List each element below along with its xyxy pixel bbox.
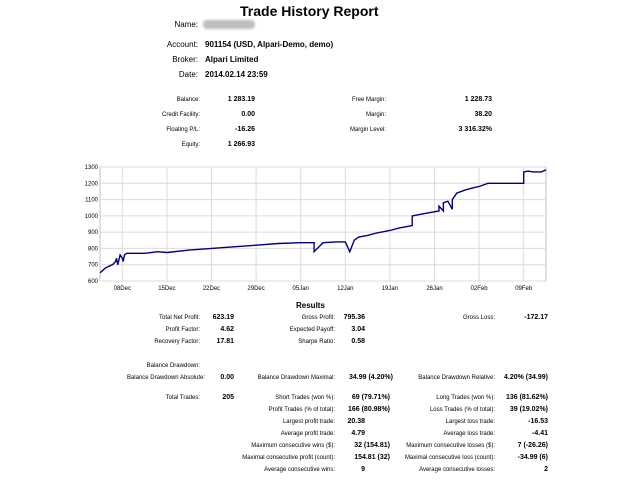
bd-absolute-value: 0.00 bbox=[220, 374, 234, 381]
name-label: Name: bbox=[174, 20, 198, 29]
total-trades-value: 205 bbox=[222, 394, 234, 401]
bd-maximal-label: Balance Drawdown Maximal: bbox=[257, 375, 335, 381]
equity-value: 1 266.93 bbox=[227, 141, 255, 148]
balance-value: 1 283.19 bbox=[227, 96, 255, 103]
plot-area bbox=[99, 166, 547, 282]
avg-consec-wins-label: Average consecutive wins: bbox=[264, 467, 335, 473]
y-tick-label: 1200 bbox=[85, 181, 99, 187]
sharpe-ratio-value: 0.58 bbox=[351, 338, 365, 345]
sharpe-ratio-label: Sharpe Ratio: bbox=[298, 339, 335, 345]
average-profit-value: 4.79 bbox=[351, 430, 365, 437]
x-tick-label: 19Jan bbox=[382, 286, 398, 292]
max-consec-wins-label: Maximum consecutive wins ($): bbox=[251, 443, 335, 449]
x-tick-label: 05Jan bbox=[293, 286, 309, 292]
profit-trades-label: Profit Trades (% of total): bbox=[268, 407, 335, 413]
gross-loss-value: -172.17 bbox=[524, 314, 548, 321]
y-tick-label: 900 bbox=[88, 230, 99, 236]
free-margin-value: 1 228.73 bbox=[464, 96, 492, 103]
loss-trades-value: 39 (19.02%) bbox=[509, 406, 548, 413]
profit-factor-value: 4.62 bbox=[220, 326, 234, 333]
balance-label: Balance: bbox=[176, 97, 200, 103]
max-consec-losses-value: 7 (-26.26) bbox=[517, 442, 548, 449]
broker-value: Alpari Limited bbox=[205, 55, 259, 64]
results-title: Results bbox=[296, 301, 325, 310]
bd-absolute-label: Balance Drawdown Absolute: bbox=[126, 375, 205, 381]
total-net-profit-label: Total Net Profit: bbox=[158, 315, 200, 321]
y-tick-label: 1000 bbox=[85, 214, 99, 220]
short-trades-value: 69 (79.71%) bbox=[351, 394, 390, 401]
bd-relative-label: Balance Drawdown Relative: bbox=[418, 375, 495, 381]
avg-consec-wins-value: 9 bbox=[361, 466, 365, 473]
balance-drawdown-label: Balance Drawdown: bbox=[146, 363, 200, 369]
total-trades-label: Total Trades: bbox=[165, 395, 200, 401]
y-tick-label: 600 bbox=[88, 279, 99, 285]
bd-relative-value: 4.20% (34.99) bbox=[504, 374, 548, 381]
largest-profit-label: Largest profit trade: bbox=[282, 419, 335, 425]
free-margin-label: Free Margin: bbox=[351, 97, 386, 103]
recovery-factor-label: Recovery Factor: bbox=[154, 339, 200, 345]
gross-profit-value: 795.36 bbox=[343, 314, 365, 321]
margin-level-value: 3 316.32% bbox=[458, 126, 492, 133]
x-tick-label: 09Feb bbox=[515, 286, 533, 292]
account-value: 901154 (USD, Alpari-Demo, demo) bbox=[205, 40, 334, 49]
x-tick-label: 15Dec bbox=[158, 286, 175, 292]
balance-chart-svg: 600 700 800 900 1000 1100 1200 1300 08Dec 15Dec 22… bbox=[85, 165, 547, 292]
gross-profit-label: Gross Profit: bbox=[301, 315, 335, 321]
y-tick-label: 1100 bbox=[85, 198, 99, 204]
date-value: 2014.02.14 23:59 bbox=[205, 70, 268, 79]
x-tick-label: 22Dec bbox=[203, 286, 220, 292]
x-tick-label: 08Dec bbox=[114, 286, 131, 292]
margin-value: 38.20 bbox=[474, 111, 492, 118]
long-trades-label: Long Trades (won %): bbox=[436, 395, 495, 401]
margin-label: Margin: bbox=[365, 112, 386, 118]
balance-line bbox=[99, 169, 547, 274]
balance-chart: 600 700 800 900 1000 1100 1200 1300 08Dec 15Dec 22… bbox=[84, 163, 552, 293]
profit-trades-value: 166 (80.98%) bbox=[347, 406, 390, 413]
maximal-consec-profit-label: Maximal consecutive profit (count): bbox=[242, 455, 335, 461]
largest-profit-value: 20.38 bbox=[347, 418, 365, 425]
bd-maximal-value: 34.99 (4.20%) bbox=[349, 374, 393, 381]
avg-consec-losses-value: 2 bbox=[544, 466, 548, 473]
broker-label: Broker: bbox=[172, 55, 198, 64]
max-consec-losses-label: Maximum consecutive losses ($): bbox=[406, 443, 495, 449]
x-tick-label: 02Feb bbox=[471, 286, 489, 292]
short-trades-label: Short Trades (won %): bbox=[275, 395, 335, 401]
maximal-consec-profit-value: 154.81 (32) bbox=[354, 454, 390, 461]
x-tick-label: 29Dec bbox=[247, 286, 264, 292]
total-net-profit-value: 623.19 bbox=[212, 314, 234, 321]
name-value-redacted bbox=[203, 20, 255, 29]
largest-loss-value: -16.53 bbox=[528, 418, 548, 425]
maximal-consec-loss-value: -34.99 (6) bbox=[517, 454, 548, 461]
average-loss-value: -4.41 bbox=[532, 430, 548, 437]
maximal-consec-loss-label: Maximal consecutive loss (count): bbox=[404, 455, 495, 461]
floating-value: -16.26 bbox=[235, 126, 255, 133]
credit-label: Credit Facility: bbox=[161, 112, 200, 118]
profit-factor-label: Profit Factor: bbox=[165, 327, 200, 333]
y-tick-label: 800 bbox=[88, 246, 99, 252]
equity-label: Equity: bbox=[181, 142, 200, 148]
report-title: Trade History Report bbox=[240, 3, 379, 19]
x-tick-label: 12Jan bbox=[337, 286, 353, 292]
average-loss-label: Average loss trade: bbox=[443, 431, 495, 437]
margin-level-label: Margin Level: bbox=[349, 127, 386, 133]
credit-value: 0.00 bbox=[241, 111, 255, 118]
account-label: Account: bbox=[166, 40, 198, 49]
avg-consec-losses-label: Average consecutive losses: bbox=[419, 467, 495, 473]
floating-label: Floating P/L: bbox=[166, 127, 200, 133]
expected-payoff-label: Expected Payoff: bbox=[289, 327, 335, 333]
loss-trades-label: Loss Trades (% of total): bbox=[429, 407, 495, 413]
expected-payoff-value: 3.04 bbox=[351, 326, 365, 333]
long-trades-value: 136 (81.62%) bbox=[505, 394, 548, 401]
max-consec-wins-value: 32 (154.81) bbox=[354, 442, 390, 449]
y-tick-label: 1300 bbox=[85, 165, 99, 171]
date-label: Date: bbox=[178, 70, 198, 79]
average-profit-label: Average profit trade: bbox=[280, 431, 335, 437]
largest-loss-label: Largest loss trade: bbox=[445, 419, 495, 425]
recovery-factor-value: 17.81 bbox=[216, 338, 234, 345]
gross-loss-label: Gross Loss: bbox=[462, 315, 495, 321]
x-tick-label: 26Jan bbox=[426, 286, 442, 292]
y-tick-label: 700 bbox=[88, 263, 99, 269]
